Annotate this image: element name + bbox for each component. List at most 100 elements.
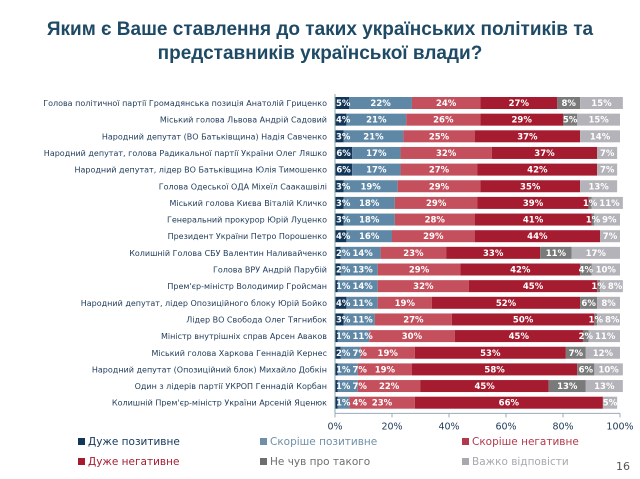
data-label: 39% bbox=[523, 199, 544, 209]
bar-segment bbox=[580, 263, 592, 276]
x-tick-label: 100% bbox=[606, 421, 633, 432]
bar-segment bbox=[548, 380, 586, 393]
bar-segment bbox=[377, 263, 461, 276]
data-label: 2% bbox=[336, 349, 351, 359]
bar-segment bbox=[394, 196, 478, 209]
data-label: 21% bbox=[366, 116, 387, 126]
bar-segment bbox=[349, 396, 415, 409]
bar-segment bbox=[420, 380, 549, 393]
category-label: Голова політичної партії Громадянська по… bbox=[43, 99, 327, 108]
bar-segment bbox=[346, 296, 378, 309]
data-label: 27% bbox=[509, 99, 530, 109]
data-label: 11% bbox=[595, 332, 616, 342]
bar-segment bbox=[571, 246, 620, 259]
bar-segment bbox=[335, 180, 344, 193]
data-label: 28% bbox=[425, 216, 446, 226]
data-label: 11% bbox=[546, 249, 567, 259]
bar-segment bbox=[335, 163, 353, 176]
title-line-2: представників української влади? bbox=[157, 43, 483, 64]
data-label: 16% bbox=[359, 232, 380, 242]
data-label: 29% bbox=[409, 266, 430, 276]
bar-segment bbox=[594, 363, 623, 376]
legend-swatch bbox=[260, 458, 267, 465]
data-label: 5% bbox=[603, 399, 618, 409]
data-label: 14% bbox=[352, 282, 373, 292]
data-label: 7% bbox=[352, 365, 367, 375]
bar-segment bbox=[335, 230, 347, 243]
bar-segment bbox=[597, 296, 620, 309]
data-label: 19% bbox=[395, 299, 416, 309]
bar-segment bbox=[406, 113, 481, 126]
bar-segment bbox=[335, 146, 353, 159]
data-label: 13% bbox=[557, 382, 578, 392]
data-label: 45% bbox=[474, 382, 495, 392]
category-label: Голова ВРУ Андрій Парубій bbox=[213, 266, 327, 275]
bar-segment bbox=[343, 130, 404, 143]
data-label: 7% bbox=[352, 382, 367, 392]
data-label: 1% bbox=[586, 216, 601, 226]
data-label: 4% bbox=[352, 399, 367, 409]
bar-segment bbox=[352, 163, 401, 176]
data-label: 29% bbox=[423, 232, 444, 242]
bar-segment bbox=[477, 196, 589, 209]
data-label: 1% bbox=[591, 282, 606, 292]
bar-segment bbox=[380, 246, 447, 259]
data-label: 22% bbox=[379, 382, 400, 392]
data-label: 1% bbox=[336, 365, 351, 375]
data-label: 6% bbox=[336, 149, 351, 159]
bar-segment bbox=[594, 213, 620, 226]
bar-segment bbox=[563, 113, 578, 126]
legend-label: Скоріше негативне bbox=[472, 436, 579, 448]
bar-segment bbox=[337, 363, 358, 376]
category-label: Народний депутат, лідер Опозиційного бло… bbox=[81, 299, 327, 308]
legend-item: Скоріше негативне bbox=[462, 436, 579, 448]
legend-label: Дуже позитивне bbox=[88, 436, 180, 448]
bar-segment bbox=[597, 146, 618, 159]
data-label: 13% bbox=[352, 266, 373, 276]
bar-segment bbox=[397, 180, 481, 193]
data-label: 3% bbox=[336, 315, 351, 325]
bar-segment bbox=[392, 230, 475, 243]
legend-swatch bbox=[78, 438, 85, 445]
bar-segment bbox=[431, 296, 581, 309]
bar-segment bbox=[591, 213, 595, 226]
data-label: 14% bbox=[352, 249, 373, 259]
data-label: 45% bbox=[509, 332, 530, 342]
bar-segment bbox=[335, 313, 344, 326]
data-label: 50% bbox=[513, 315, 534, 325]
bar-segment bbox=[580, 97, 623, 109]
category-label: Народний депутат, голова Радикальної пар… bbox=[44, 149, 327, 158]
legend-item: Дуже негативне bbox=[78, 456, 179, 468]
legend-item: Важко відповісти bbox=[462, 456, 569, 468]
data-label: 19% bbox=[360, 182, 381, 192]
data-label: 6% bbox=[581, 299, 596, 309]
data-label: 52% bbox=[496, 299, 517, 309]
category-label: Народний депутат (ВО Батьківщина) Надія … bbox=[102, 132, 327, 141]
legend-label: Важко відповісти bbox=[472, 456, 569, 468]
data-label: 32% bbox=[413, 282, 434, 292]
bar-segment bbox=[454, 330, 583, 343]
legend-item: Дуже позитивне bbox=[78, 436, 180, 448]
bar-segment bbox=[340, 246, 381, 259]
data-label: 23% bbox=[372, 399, 393, 409]
data-label: 1% bbox=[336, 332, 351, 342]
bar-segment bbox=[335, 330, 338, 343]
bar-segment bbox=[597, 163, 618, 176]
bar-segment bbox=[580, 296, 598, 309]
page-number: 16 bbox=[616, 460, 630, 473]
bar-segment bbox=[588, 196, 592, 209]
category-label: Один з лідерів партії УКРОП Геннадій Кор… bbox=[135, 382, 327, 391]
bar-segment bbox=[600, 280, 623, 293]
bar-segment bbox=[597, 313, 620, 326]
data-label: 29% bbox=[426, 199, 447, 209]
data-label: 21% bbox=[363, 132, 384, 142]
bar-segment bbox=[565, 346, 586, 359]
chart-title: Яким є Ваше ставлення до таких українськ… bbox=[0, 18, 640, 66]
bar-segment bbox=[580, 180, 618, 193]
bar-segment bbox=[577, 363, 595, 376]
data-label: 19% bbox=[378, 349, 399, 359]
bar-segment bbox=[588, 330, 620, 343]
data-label: 18% bbox=[359, 216, 380, 226]
bar-segment bbox=[540, 246, 572, 259]
data-label: 25% bbox=[429, 132, 450, 142]
